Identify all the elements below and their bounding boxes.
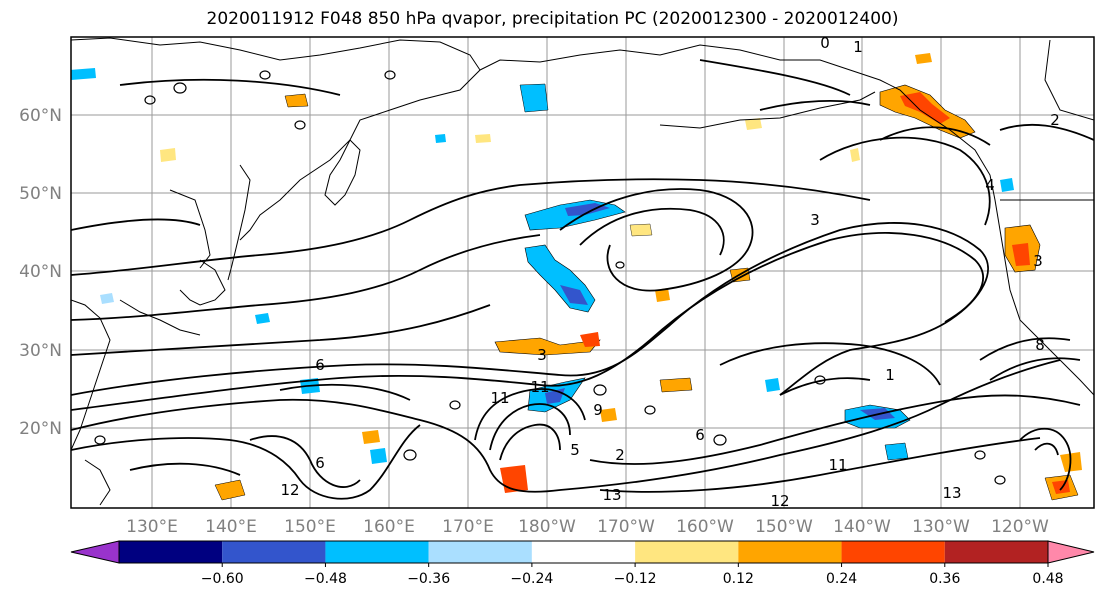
longitude-label: 160°W [676, 517, 734, 537]
longitude-label: 120°W [991, 517, 1049, 537]
contour-label: 2 [615, 446, 625, 464]
colorbar-tick-label: 0.48 [1032, 571, 1063, 587]
longitude-label: 150°E [284, 517, 336, 537]
map-content [71, 37, 1094, 508]
colorbar-tick-label: 0.12 [723, 571, 754, 587]
longitude-label: 130°E [126, 517, 178, 537]
map-border [70, 36, 1095, 509]
colorbar-tick-label: −0.48 [304, 571, 347, 587]
contour-label: 1 [885, 366, 895, 384]
colorbar-tick-label: 0.36 [929, 571, 960, 587]
colorbar-segment [222, 541, 326, 563]
contour-label: 3 [1033, 252, 1043, 270]
contour-label: 0 [820, 34, 830, 52]
colorbar-segment [944, 541, 1048, 563]
latitude-label: 40°N [19, 262, 62, 282]
contour-label: 4 [985, 176, 995, 194]
contour-label: 11 [828, 456, 847, 474]
colorbar-outline [118, 540, 1049, 564]
latitude-label: 20°N [19, 419, 62, 439]
coastlines [71, 37, 1094, 506]
contour-label: 2 [1050, 111, 1060, 129]
contour-label: 9 [593, 401, 603, 419]
latitude-label: 60°N [19, 106, 62, 126]
colorbar-tick-label: −0.60 [201, 571, 244, 587]
contour-label: 5 [570, 441, 580, 459]
longitude-label: 150°W [755, 517, 813, 537]
contour-label: 12 [770, 492, 789, 510]
small-contours [94, 70, 1006, 485]
longitude-label: 130°W [912, 517, 970, 537]
contour-label: 13 [942, 484, 961, 502]
contour-label: 11 [530, 378, 549, 396]
qvapor-contours [71, 59, 1094, 500]
longitude-label: 140°W [833, 517, 891, 537]
precip-positive-shading [160, 53, 1082, 501]
longitude-label: 180°W [518, 517, 576, 537]
colorbar-segment [119, 541, 223, 563]
contour-label: 13 [602, 486, 621, 504]
colorbar-segment [531, 541, 636, 563]
colorbar-extend-min [70, 540, 120, 564]
latitude-label: 30°N [19, 341, 62, 361]
contour-label: 3 [810, 211, 820, 229]
longitude-labels: 130°E 140°E 150°E 160°E 170°E 180°W 170°W 160°W… [126, 517, 1049, 537]
colorbar-segment [428, 541, 532, 563]
latitude-label: 50°N [19, 184, 62, 204]
colorbar-tick-label: 0.24 [826, 571, 857, 587]
longitude-label: 140°E [205, 517, 257, 537]
latitude-labels: 60°N 50°N 40°N 30°N 20°N [19, 106, 62, 439]
contour-label: 6 [695, 426, 705, 444]
contour-label: 3 [537, 346, 547, 364]
colorbar-tick-label: −0.24 [510, 571, 553, 587]
contour-label: 12 [280, 481, 299, 499]
contour-label: 1 [853, 38, 863, 56]
contour-label: 6 [315, 356, 325, 374]
contour-label: 8 [1035, 336, 1045, 354]
longitude-label: 170°E [442, 517, 494, 537]
longitude-label: 160°E [363, 517, 415, 537]
colorbar-segment [841, 541, 945, 563]
colorbar-segment [635, 541, 739, 563]
contour-label: 6 [315, 454, 325, 472]
colorbar-tick-label: −0.12 [614, 571, 657, 587]
longitude-label: 170°W [597, 517, 655, 537]
colorbar-segment [325, 541, 429, 563]
contour-label: 11 [490, 389, 509, 407]
colorbar-segment [738, 541, 842, 563]
map-title: 2020011912 F048 850 hPa qvapor, precipit… [206, 9, 899, 29]
colorbar-tick-label: −0.36 [407, 571, 450, 587]
colorbar: −0.60 −0.48 −0.36 −0.24 −0.12 0.12 0.24 0.36 0.4… [70, 540, 1095, 587]
colorbar-extend-max [1047, 540, 1095, 564]
